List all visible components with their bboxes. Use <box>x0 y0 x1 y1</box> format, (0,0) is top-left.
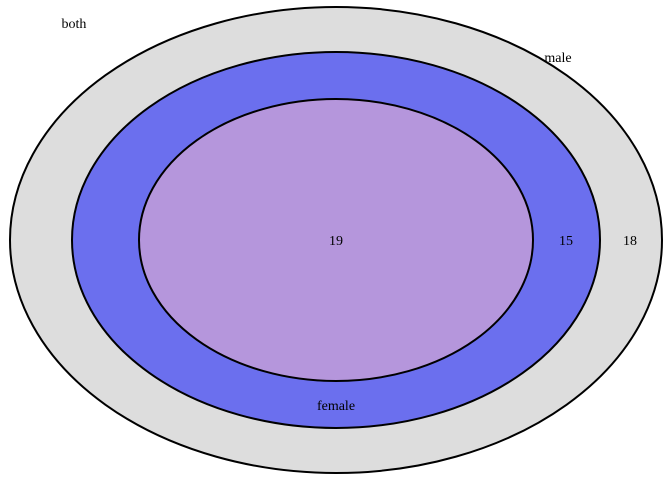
set-label-male: male <box>544 51 571 66</box>
set-female-ellipse <box>138 98 534 382</box>
count-male: 15 <box>559 234 573 249</box>
set-label-both: both <box>62 17 87 32</box>
count-female: 19 <box>329 234 343 249</box>
count-both: 18 <box>623 234 637 249</box>
set-label-female: female <box>317 399 355 414</box>
